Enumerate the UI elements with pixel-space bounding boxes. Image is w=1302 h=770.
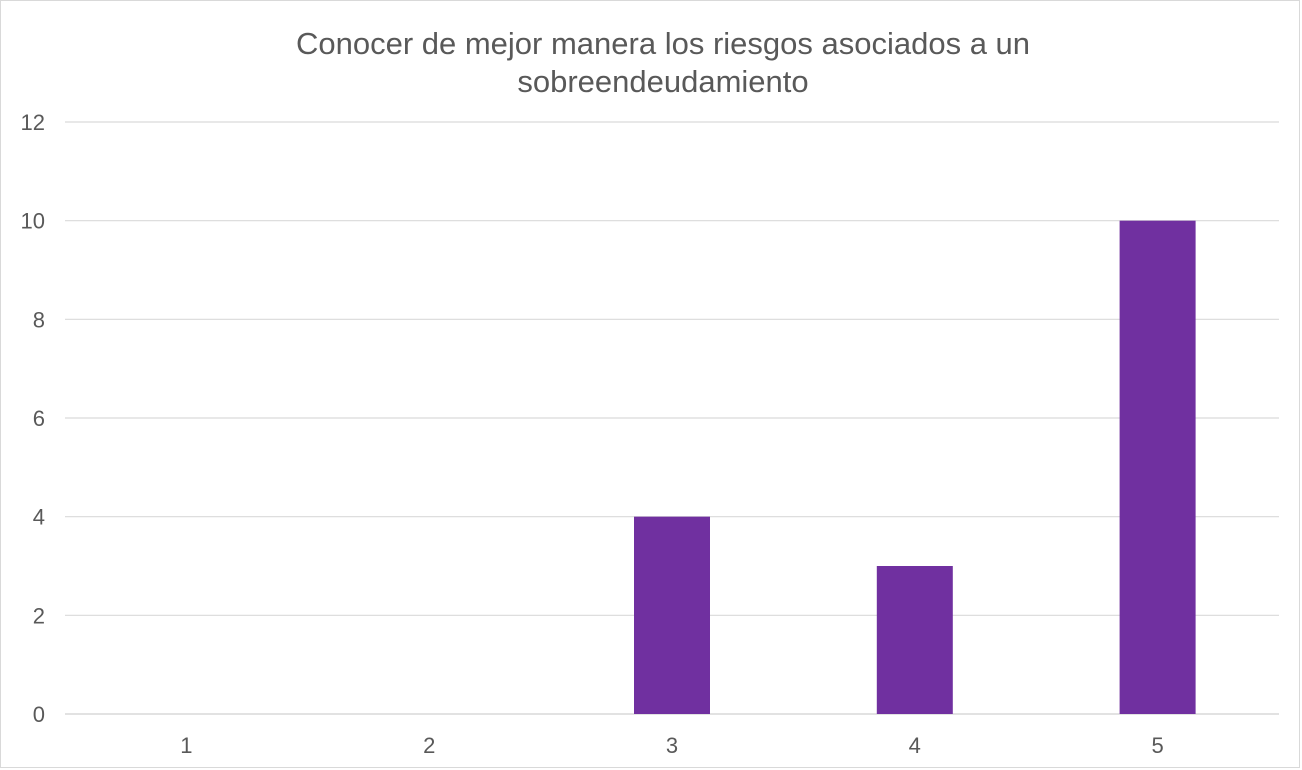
- y-tick-label: 12: [21, 110, 45, 135]
- x-axis-tick-labels: 1 2 3 4 5: [180, 733, 1163, 758]
- chart-title: Conocer de mejor manera los riesgos asoc…: [295, 26, 1031, 99]
- x-tick-label: 3: [666, 733, 678, 758]
- y-tick-label: 10: [21, 209, 45, 234]
- bar-4: [876, 566, 953, 714]
- bar-5: [1119, 220, 1196, 714]
- y-tick-label: 0: [33, 702, 45, 727]
- y-tick-label: 4: [33, 505, 45, 530]
- x-tick-label: 4: [909, 733, 921, 758]
- y-axis-tick-labels: 0 2 4 6 8 10 12: [21, 110, 45, 727]
- y-tick-label: 2: [33, 603, 45, 628]
- bar-3: [634, 516, 710, 714]
- x-tick-label: 5: [1151, 733, 1163, 758]
- bars: [634, 220, 1196, 714]
- y-tick-label: 6: [33, 406, 45, 431]
- x-tick-label: 2: [423, 733, 435, 758]
- y-tick-label: 8: [33, 307, 45, 332]
- x-tick-label: 1: [180, 733, 192, 758]
